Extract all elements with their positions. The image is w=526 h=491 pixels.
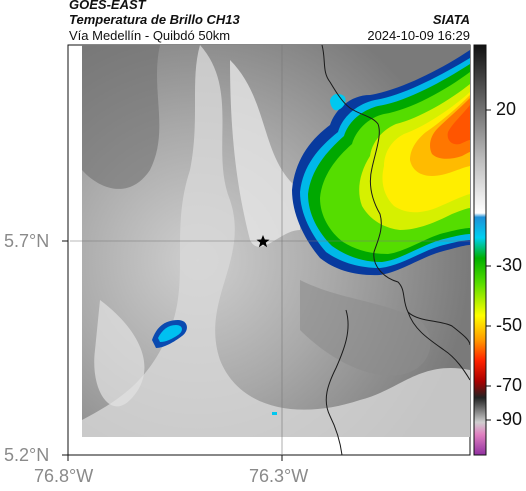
product-title: Temperatura de Brillo CH13: [69, 12, 240, 27]
lat-label-5-7: 5.7°N: [4, 231, 50, 251]
star-marker: [256, 235, 270, 248]
coastline: [321, 45, 470, 346]
lon-label-76-8: 76.8°W: [34, 466, 94, 486]
colorbar-label-20: 20: [496, 99, 517, 119]
agency-label: SIATA: [432, 12, 470, 27]
satellite-title: GOES-EAST: [69, 0, 146, 12]
colorbar-label-minus30: -30: [496, 255, 523, 275]
colorbar-label-minus90: -90: [496, 409, 523, 429]
colorbar: [473, 44, 487, 456]
timestamp-label: 2024-10-09 16:29: [367, 28, 470, 43]
colorbar-label-minus50: -50: [496, 315, 523, 335]
region-subtitle: Vía Medellín - Quibdó 50km: [69, 28, 231, 43]
lon-label-76-3: 76.3°W: [249, 466, 309, 486]
border-line: [325, 309, 349, 455]
cloud-band: [82, 45, 470, 437]
colorbar-label-minus70: -70: [496, 375, 523, 395]
lat-label-5-2: 5.2°N: [4, 445, 50, 465]
